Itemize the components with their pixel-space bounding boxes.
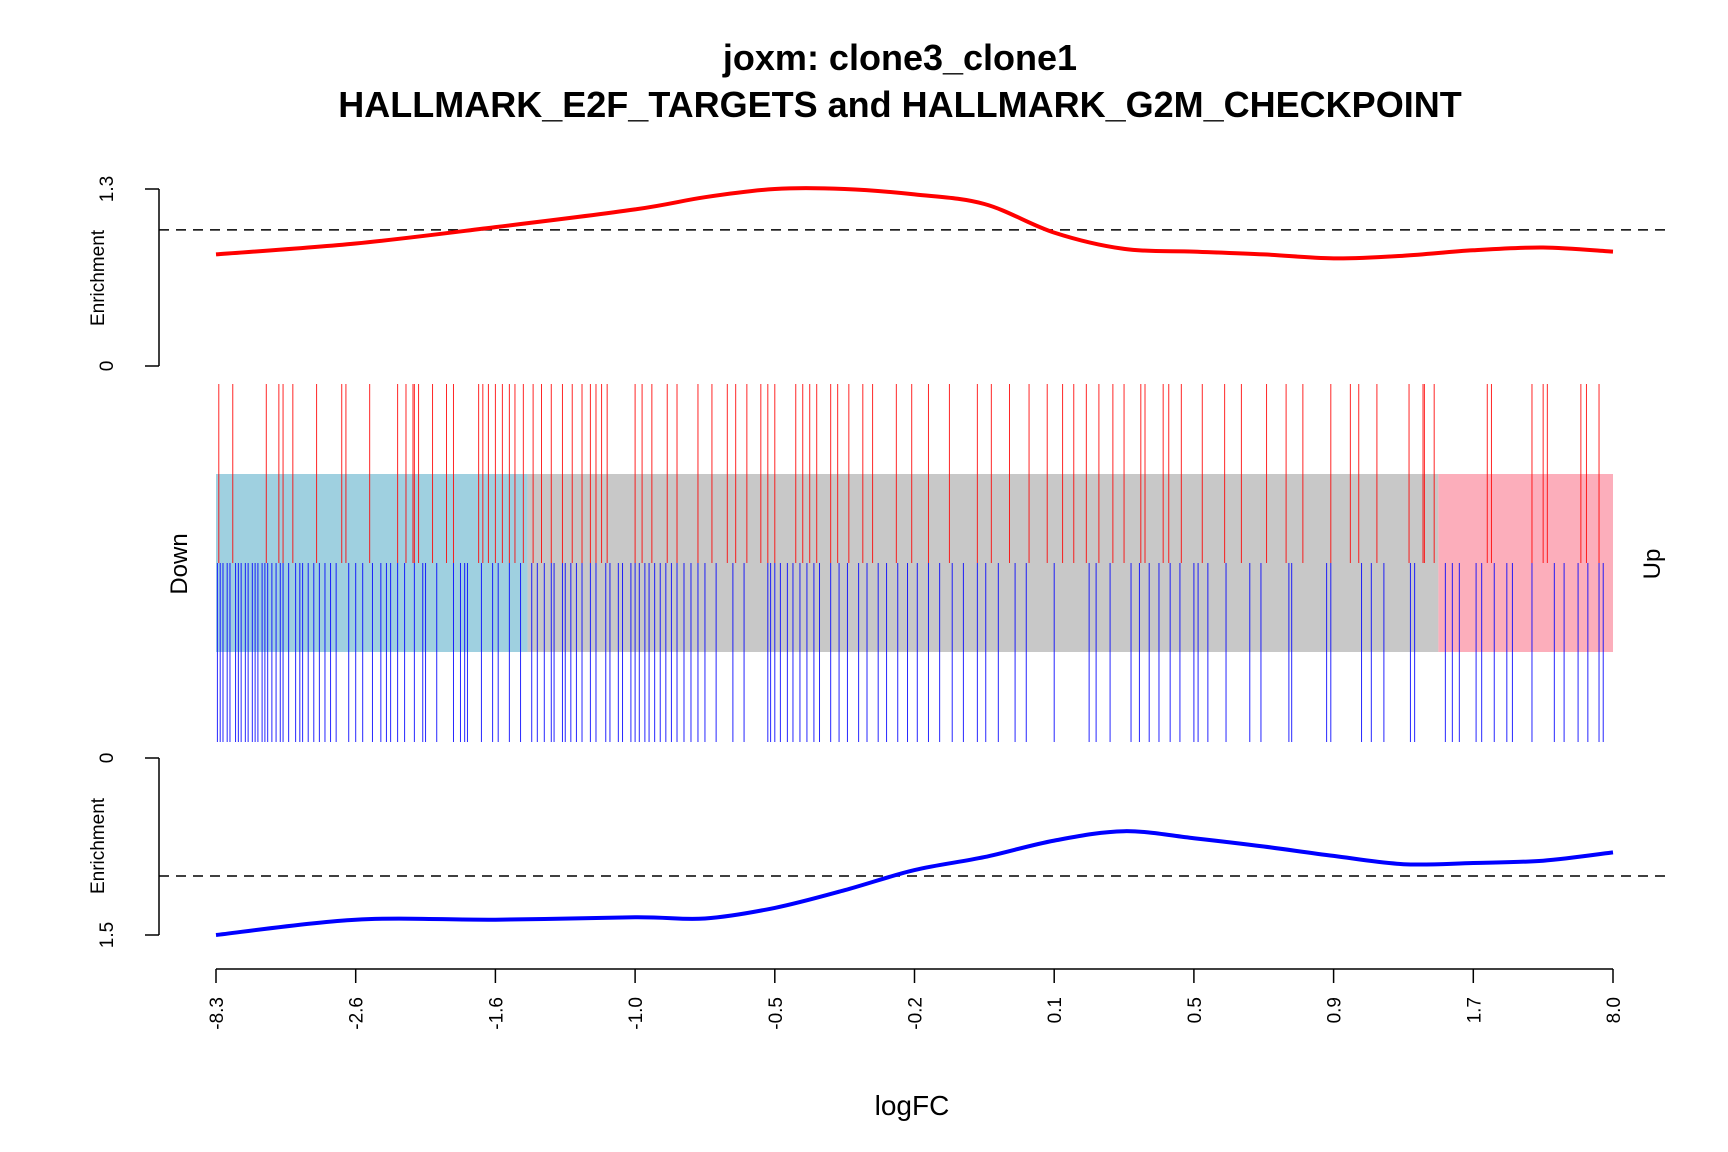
blue-barcode-ticks [216, 563, 1604, 742]
x-tick-label: 1.7 [1464, 997, 1485, 1023]
lower-enrichment-panel: 0 1.5 Enrichment [88, 753, 1670, 948]
x-tick-label: -0.2 [906, 997, 927, 1030]
x-tick-label: 0.9 [1325, 997, 1346, 1023]
red-barcode-ticks [218, 384, 1600, 563]
x-tick-label: 8.0 [1604, 997, 1625, 1023]
down-side-label: Down [166, 533, 193, 594]
upper-enrichment-curve [215, 186, 1614, 261]
x-tick-label: 0.5 [1185, 997, 1206, 1023]
x-axis-label: logFC [875, 1090, 950, 1121]
chart-title-line-1: joxm: clone3_clone1 [722, 37, 1077, 78]
upper-enrichment-panel: 1.3 0 Enrichment [88, 176, 1670, 372]
lower-y-tick-label-bottom: 1.5 [97, 922, 118, 948]
upper-y-axis-label: Enrichment [88, 229, 109, 326]
lower-enrichment-curve [215, 829, 1614, 937]
up-side-label: Up [1639, 549, 1666, 580]
band-up [1438, 474, 1613, 652]
x-axis: -8.3 -2.6 -1.6 -1.0 -0.5 -0.2 0.1 0.5 0.9 1.7 8.0 [207, 968, 1625, 1030]
x-tick-label: -1.6 [486, 997, 507, 1030]
x-tick-label: 0.1 [1045, 997, 1066, 1023]
x-tick-label: -2.6 [347, 997, 368, 1030]
chart-title-line-2: HALLMARK_E2F_TARGETS and HALLMARK_G2M_CH… [338, 84, 1461, 125]
x-tick-label: -1.0 [626, 997, 647, 1030]
band-down [216, 474, 528, 652]
upper-y-tick-label-bottom: 0 [97, 361, 118, 372]
lower-y-axis-label: Enrichment [88, 797, 109, 894]
lower-y-tick-label-top: 0 [97, 753, 118, 764]
upper-y-tick-label-top: 1.3 [97, 176, 118, 202]
x-tick-label: -8.3 [207, 997, 228, 1030]
band-middle [527, 474, 1439, 652]
x-tick-label: -0.5 [766, 997, 787, 1030]
